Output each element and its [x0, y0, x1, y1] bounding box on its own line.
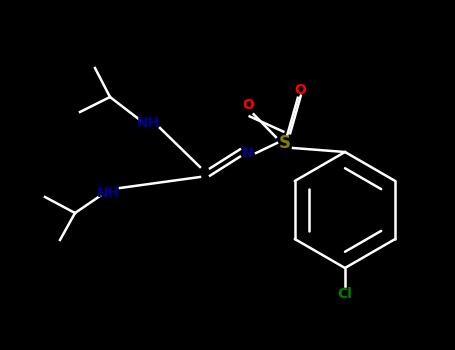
- Text: Cl: Cl: [338, 287, 353, 301]
- Text: N: N: [242, 146, 254, 160]
- Text: NH: NH: [96, 186, 120, 200]
- Text: S: S: [279, 134, 291, 152]
- Text: NH: NH: [136, 116, 160, 130]
- Text: O: O: [294, 83, 306, 97]
- Text: O: O: [242, 98, 254, 112]
